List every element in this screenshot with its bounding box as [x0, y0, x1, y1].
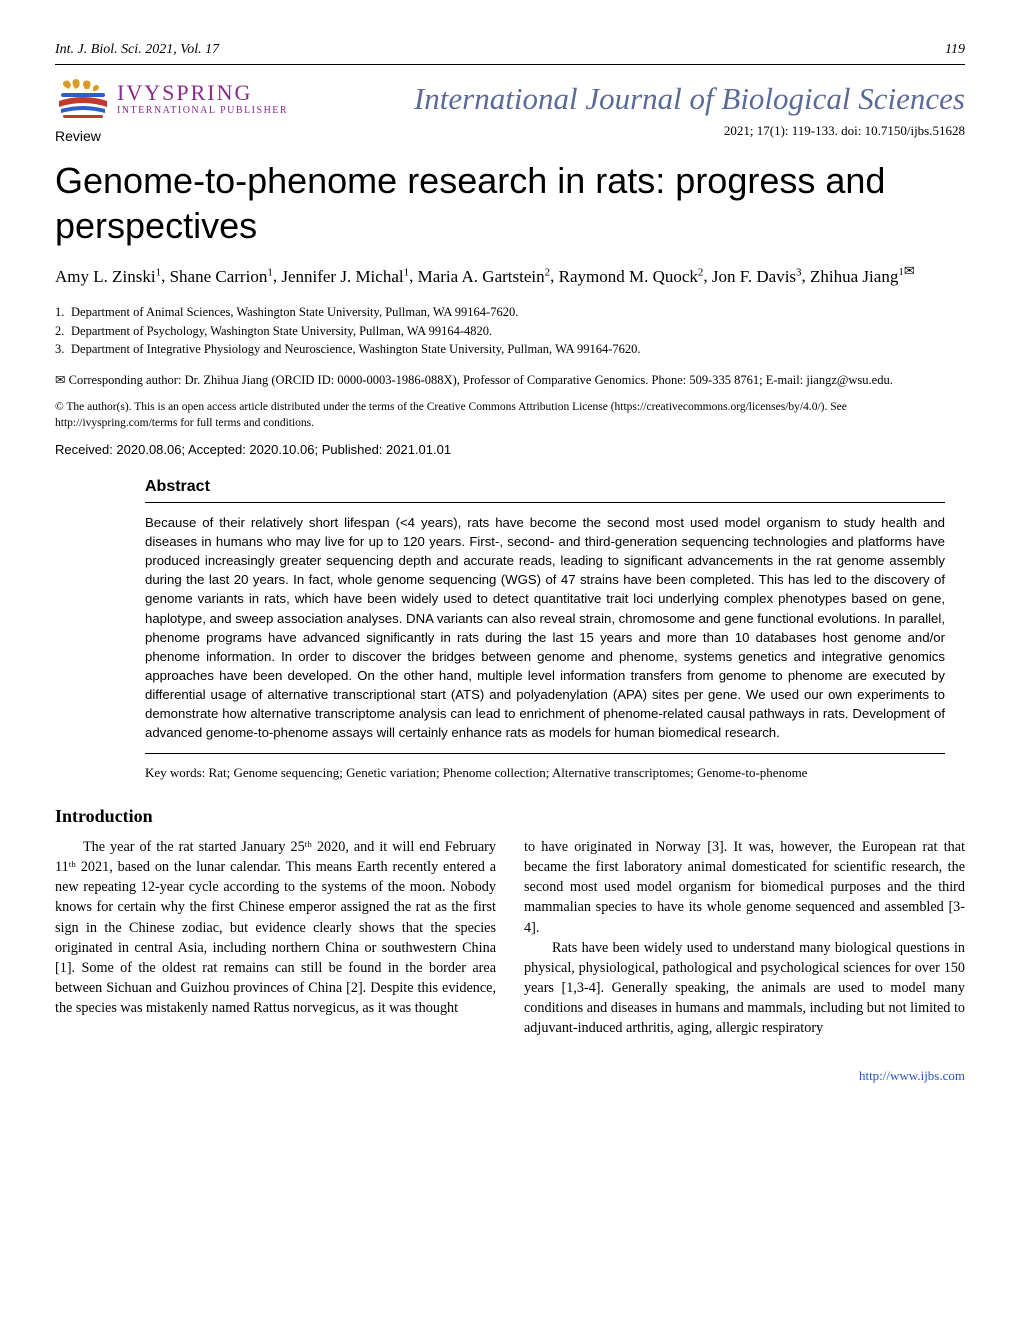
abstract-heading: Abstract	[145, 476, 945, 498]
keywords: Key words: Rat; Genome sequencing; Genet…	[145, 764, 945, 782]
affiliation: 2.Department of Psychology, Washington S…	[55, 322, 965, 341]
journal-block: International Journal of Biological Scie…	[414, 77, 965, 141]
ivyspring-logo-icon	[55, 77, 111, 121]
affiliation: 1.Department of Animal Sciences, Washing…	[55, 303, 965, 322]
author: Amy L. Zinski1	[55, 267, 161, 286]
publisher-name: IVYSPRING	[117, 81, 288, 105]
license-text: © The author(s). This is an open access …	[55, 399, 965, 431]
publisher-logo-block: IVYSPRING INTERNATIONAL PUBLISHER	[55, 77, 288, 121]
author: Jon F. Davis3	[712, 267, 802, 286]
author-list: Amy L. Zinski1, Shane Carrion1, Jennifer…	[55, 262, 965, 289]
author: Maria A. Gartstein2	[418, 267, 551, 286]
affiliation-text: Department of Integrative Physiology and…	[71, 342, 641, 356]
corresponding-icon: ✉	[904, 263, 915, 278]
article-type-label: Review	[55, 127, 288, 147]
author: Jennifer J. Michal1	[281, 267, 409, 286]
author: Shane Carrion1	[170, 267, 273, 286]
journal-name: International Journal of Biological Scie…	[414, 77, 965, 120]
publisher-block: IVYSPRING INTERNATIONAL PUBLISHER Review	[55, 77, 288, 157]
two-column-body: The year of the rat started January 25ᵗʰ…	[55, 837, 965, 1039]
author: Raymond M. Quock2	[559, 267, 704, 286]
paragraph: The year of the rat started January 25ᵗʰ…	[55, 837, 496, 1018]
abstract-block: Abstract Because of their relatively sho…	[145, 476, 945, 782]
article-dates: Received: 2020.08.06; Accepted: 2020.10.…	[55, 441, 965, 459]
corresponding-text: Corresponding author: Dr. Zhihua Jiang (…	[69, 373, 893, 387]
article-title: Genome-to-phenome research in rats: prog…	[55, 158, 965, 248]
masthead: IVYSPRING INTERNATIONAL PUBLISHER Review…	[55, 77, 965, 157]
publisher-subtitle: INTERNATIONAL PUBLISHER	[117, 105, 288, 116]
affiliation-text: Department of Psychology, Washington Sta…	[71, 324, 492, 338]
corresponding-author: ✉ Corresponding author: Dr. Zhihua Jiang…	[55, 371, 965, 389]
affiliations: 1.Department of Animal Sciences, Washing…	[55, 303, 965, 359]
citation-line: 2021; 17(1): 119-133. doi: 10.7150/ijbs.…	[414, 122, 965, 140]
footer-url[interactable]: http://www.ijbs.com	[55, 1067, 965, 1085]
paragraph: to have originated in Norway [3]. It was…	[524, 837, 965, 938]
envelope-icon: ✉	[55, 373, 69, 387]
column-left: The year of the rat started January 25ᵗʰ…	[55, 837, 496, 1039]
author: Zhihua Jiang1✉	[810, 267, 915, 286]
running-header: Int. J. Biol. Sci. 2021, Vol. 17 119	[55, 40, 965, 60]
affiliation-text: Department of Animal Sciences, Washingto…	[71, 305, 518, 319]
page-number: 119	[945, 40, 965, 60]
abstract-rule-top	[145, 502, 945, 503]
abstract-rule-bottom	[145, 753, 945, 754]
column-right: to have originated in Norway [3]. It was…	[524, 837, 965, 1039]
running-head-left: Int. J. Biol. Sci. 2021, Vol. 17	[55, 40, 219, 60]
paragraph: Rats have been widely used to understand…	[524, 938, 965, 1039]
abstract-body: Because of their relatively short lifesp…	[145, 513, 945, 743]
header-rule	[55, 64, 965, 65]
section-heading-introduction: Introduction	[55, 804, 965, 829]
affiliation: 3.Department of Integrative Physiology a…	[55, 340, 965, 359]
